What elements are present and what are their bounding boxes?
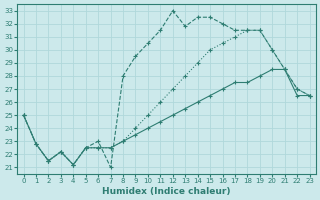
X-axis label: Humidex (Indice chaleur): Humidex (Indice chaleur) <box>102 187 231 196</box>
